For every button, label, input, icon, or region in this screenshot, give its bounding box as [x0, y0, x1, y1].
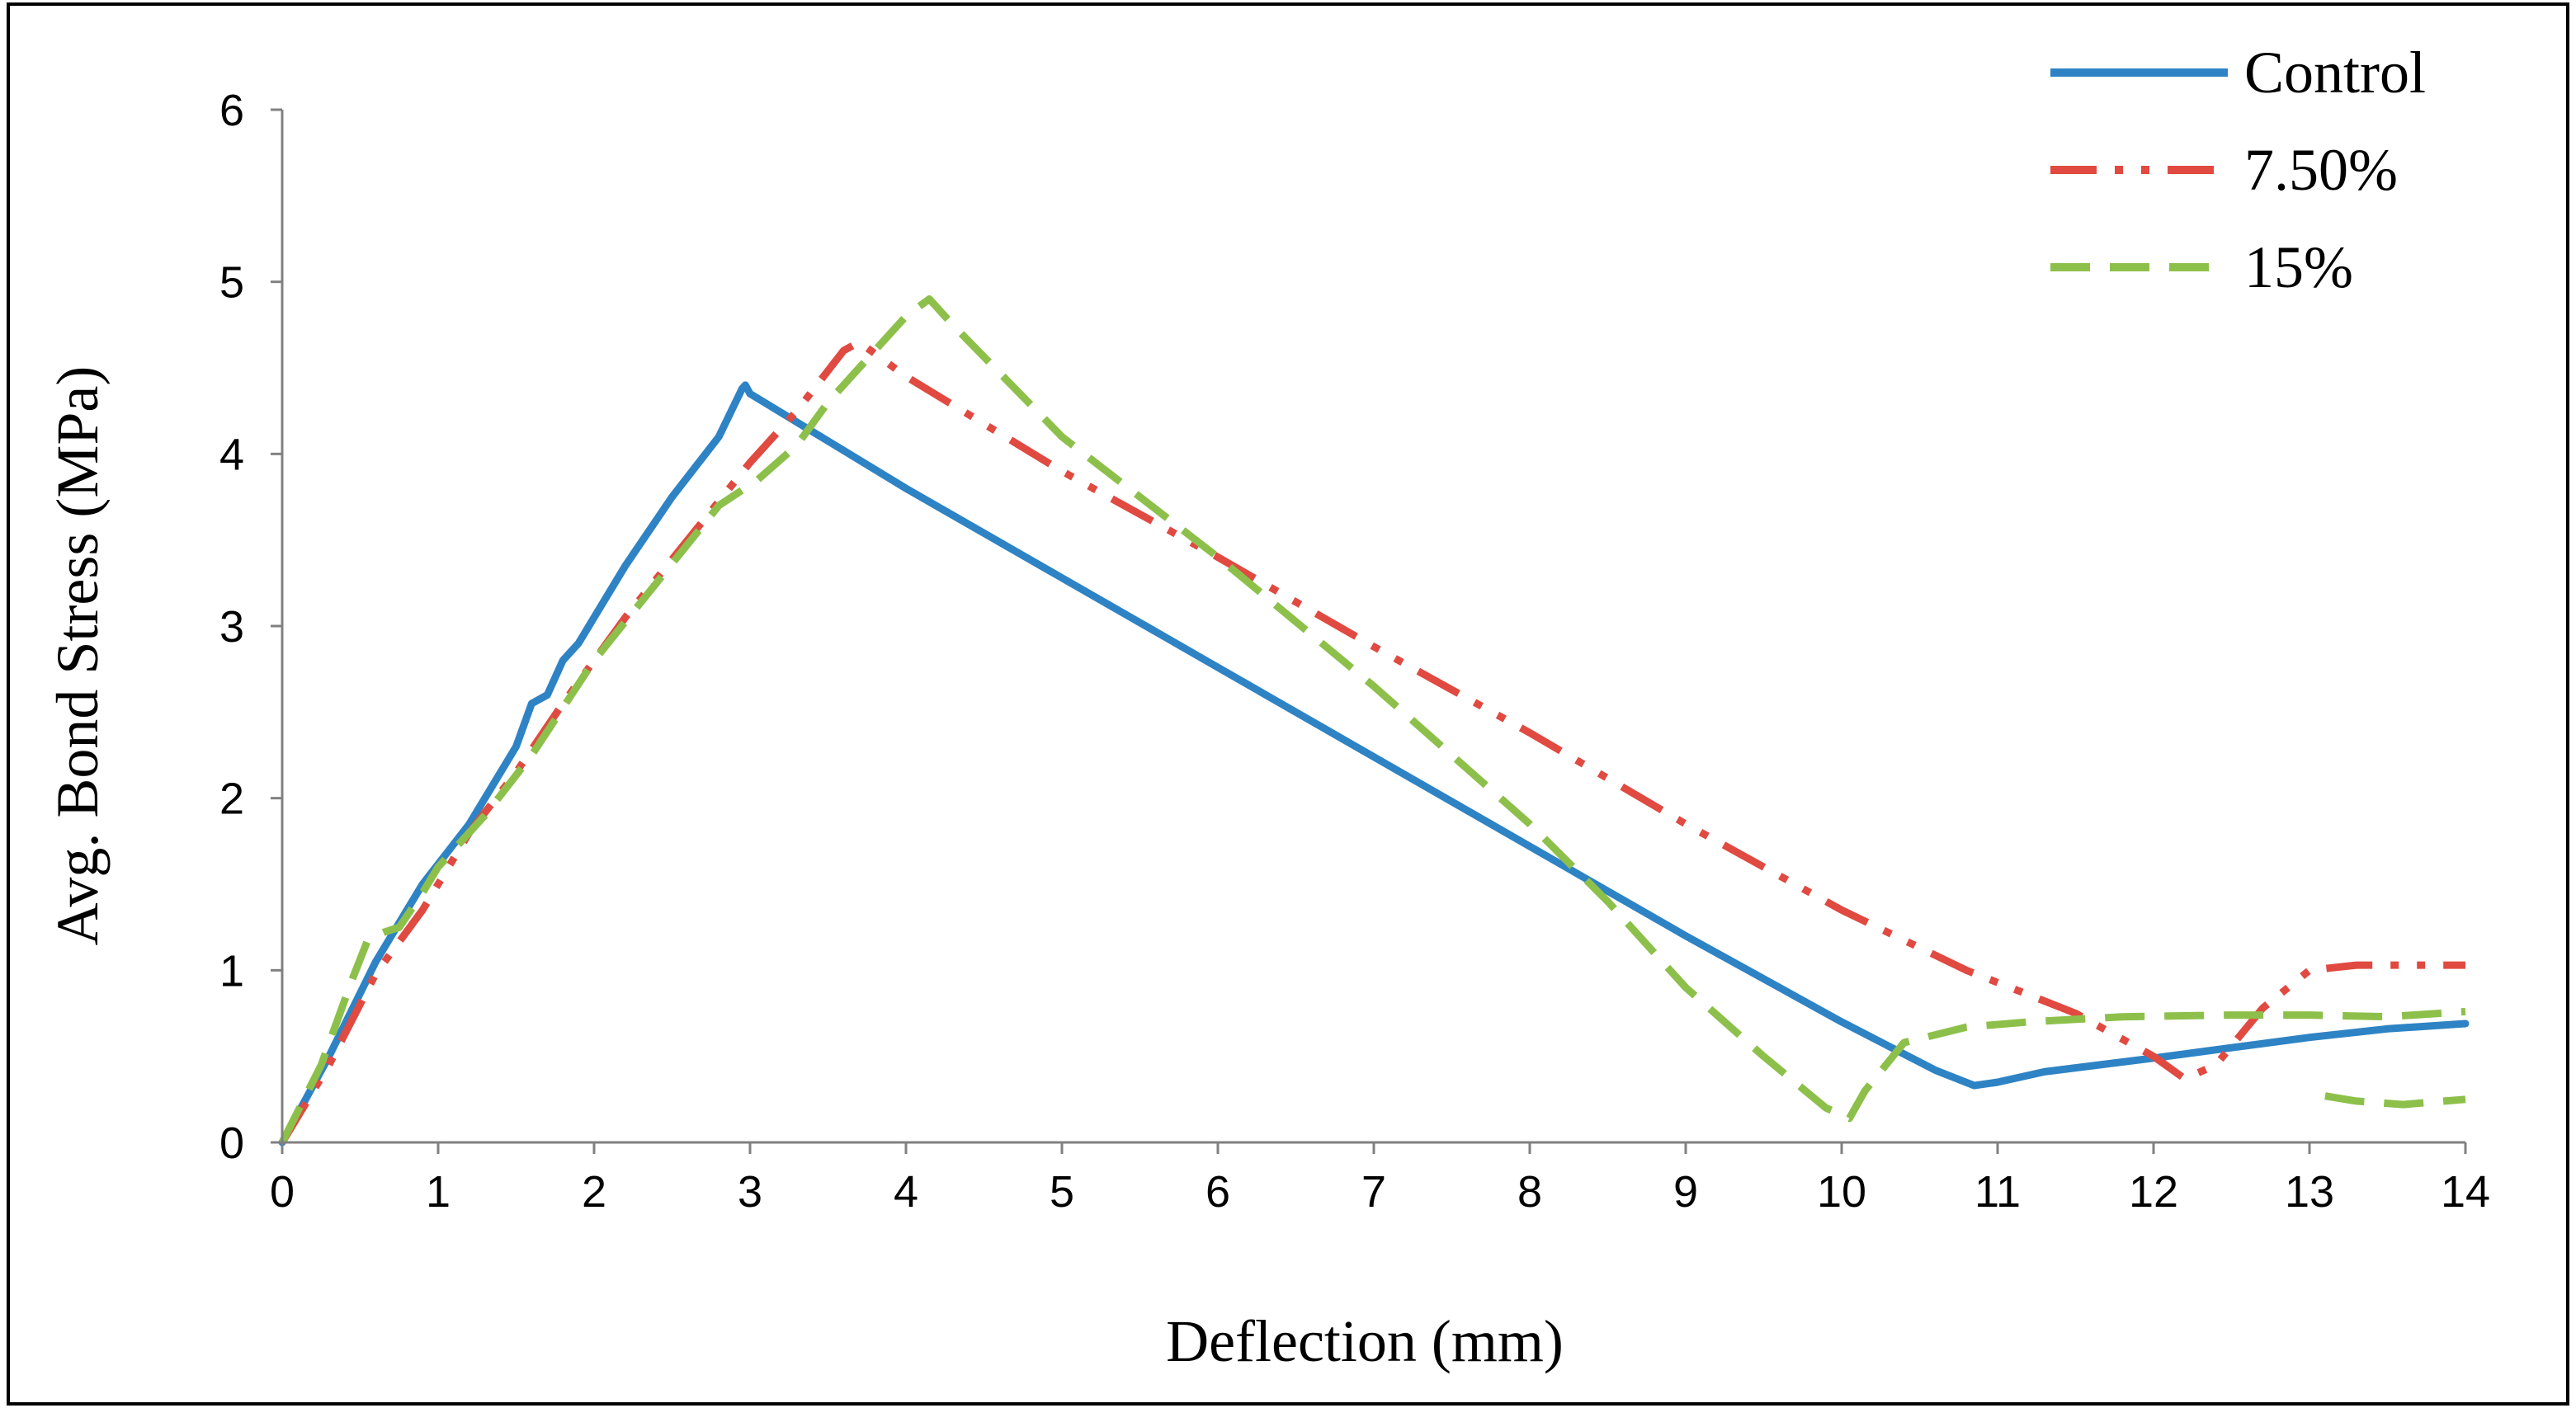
x-tick-label: 4 — [894, 1167, 918, 1217]
legend-label: Control — [2244, 40, 2426, 106]
x-axis-title: Deflection (mm) — [1166, 1308, 1564, 1374]
series-line-2 — [278, 295, 2466, 1145]
y-axis-title: Avg. Bond Stress (MPa) — [45, 366, 111, 946]
y-tick-label: 4 — [219, 430, 244, 479]
x-tick-label: 1 — [426, 1167, 451, 1217]
x-tick-label: 14 — [2441, 1167, 2490, 1217]
series-layer — [278, 295, 2470, 1147]
y-tick-label: 1 — [219, 946, 244, 996]
y-tick-label: 5 — [219, 258, 244, 308]
series-line-0 — [278, 381, 2470, 1147]
legend: Control 7.50% 15% — [2050, 40, 2426, 300]
y-tick-label: 3 — [219, 602, 244, 652]
y-tick-label: 6 — [219, 86, 244, 135]
x-tick-label: 9 — [1673, 1167, 1698, 1217]
x-tick-label: 8 — [1517, 1167, 1542, 1217]
y-tick-label: 0 — [219, 1118, 244, 1168]
x-tick-label: 13 — [2285, 1167, 2334, 1217]
x-tick-label: 6 — [1205, 1167, 1230, 1217]
x-tick-label: 5 — [1050, 1167, 1074, 1217]
x-ticks: 0 1 2 3 4 5 6 7 8 9 10 11 12 13 14 — [270, 1142, 2490, 1217]
series-line-3 — [2324, 1092, 2466, 1109]
x-tick-label: 2 — [582, 1167, 606, 1217]
x-tick-label: 11 — [1974, 1167, 2021, 1217]
legend-label: 7.50% — [2244, 137, 2398, 203]
x-tick-label: 0 — [270, 1167, 295, 1217]
x-tick-label: 7 — [1361, 1167, 1386, 1217]
x-tick-label: 3 — [738, 1167, 762, 1217]
x-tick-label: 12 — [2129, 1167, 2178, 1217]
y-tick-label: 2 — [219, 775, 244, 824]
legend-label: 15% — [2244, 234, 2353, 300]
y-ticks: 0 1 2 3 4 5 6 — [219, 86, 282, 1168]
x-tick-label: 10 — [1817, 1167, 1866, 1217]
